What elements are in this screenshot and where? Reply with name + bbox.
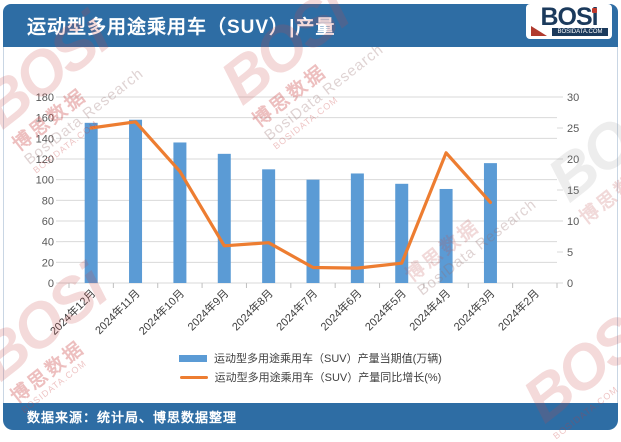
- legend-line-swatch-icon: [179, 375, 208, 379]
- left-axis-tick: 100: [36, 175, 54, 187]
- bosi-logo-text: BOSi: [540, 3, 598, 31]
- logo-site-url: BOSIDATA.COM: [552, 28, 608, 36]
- left-axis-tick: 80: [42, 195, 54, 207]
- bar-2024年6月: [350, 173, 364, 283]
- right-axis-tick: 10: [567, 216, 579, 228]
- x-axis-label: 2024年9月: [184, 286, 231, 333]
- growth-line: [89, 120, 493, 270]
- bar-2024年12月: [84, 122, 98, 283]
- x-axis-label: 2024年8月: [229, 286, 276, 333]
- data-source-text: 数据来源：统计局、博思数据整理: [27, 410, 238, 425]
- x-axis-labels: 2024年12月2024年11月2024年10月2024年9月2024年8月20…: [47, 286, 542, 337]
- right-axis-tick: 15: [567, 185, 579, 197]
- logo-red-dot-icon: [592, 8, 597, 13]
- bar-2024年3月: [483, 163, 497, 283]
- right-axis-tick: 30: [567, 92, 579, 104]
- bar-2024年11月: [129, 119, 143, 283]
- line-series: [89, 120, 493, 270]
- x-axis-label: 2024年4月: [406, 286, 453, 333]
- logo-red-triangle-icon: [531, 26, 547, 36]
- right-axis-labels: 0 5 10 15 20 25 30: [567, 92, 579, 290]
- footer-bar: 数据来源：统计局、博思数据整理: [3, 403, 618, 430]
- x-axis-label: 2024年5月: [362, 286, 409, 333]
- x-axis-label: 2024年7月: [273, 286, 320, 333]
- left-axis-labels: 0 20 40 60 80 100 120 140 160 180: [36, 92, 54, 290]
- left-axis-tick: 20: [42, 257, 54, 269]
- x-axis-label: 2024年11月: [92, 286, 143, 337]
- bar-2024年4月: [439, 188, 453, 283]
- left-axis-tick: 160: [36, 113, 54, 125]
- x-axis-label: 2024年3月: [450, 286, 497, 333]
- right-axis-tick: 0: [567, 278, 573, 290]
- left-axis-tick: 140: [36, 133, 54, 145]
- page-title: 运动型多用途乘用车（SUV）|产量: [27, 17, 336, 38]
- legend-item-growth: 运动型多用途乘用车（SUV）产量同比增长(%): [179, 369, 442, 385]
- x-axis-label: 2024年6月: [317, 286, 364, 333]
- x-axis-label: 2024年2月: [495, 286, 542, 333]
- bar-series: [84, 119, 497, 283]
- right-axis-tick: 25: [567, 123, 579, 135]
- bar-2024年7月: [306, 179, 320, 283]
- bar-2024年10月: [173, 142, 187, 283]
- left-axis-tick: 0: [48, 278, 54, 290]
- left-axis-tick: 120: [36, 154, 54, 166]
- x-axis-label: 2024年10月: [136, 286, 187, 337]
- chart-legend: 运动型多用途乘用车（SUV）产量当期值(万辆) 运动型多用途乘用车（SUV）产量…: [0, 350, 621, 385]
- legend-line-label: 运动型多用途乘用车（SUV）产量同比增长(%): [214, 372, 442, 384]
- header-bar: 运动型多用途乘用车（SUV）|产量: [3, 4, 618, 47]
- bar-2024年8月: [262, 169, 276, 283]
- x-axis-label: 2024年12月: [47, 286, 98, 337]
- combo-chart: 0 20 40 60 80 100 120 140 160 180 0 5 10 15 20 25 30 2024…: [36, 92, 580, 338]
- left-axis-tick: 180: [36, 92, 54, 104]
- legend-item-production: 运动型多用途乘用车（SUV）产量当期值(万辆): [179, 350, 442, 366]
- bar-2024年9月: [217, 153, 231, 283]
- bar-2024年5月: [395, 183, 409, 283]
- right-axis-tick: 5: [567, 247, 573, 259]
- left-axis-tick: 60: [42, 216, 54, 228]
- legend-bar-label: 运动型多用途乘用车（SUV）产量当期值(万辆): [214, 353, 442, 365]
- legend-bar-swatch-icon: [179, 354, 208, 362]
- bosi-logo: BOSi BOSIDATA.COM: [526, 4, 612, 39]
- right-axis-tick: 20: [567, 154, 579, 166]
- left-axis-tick: 40: [42, 237, 54, 249]
